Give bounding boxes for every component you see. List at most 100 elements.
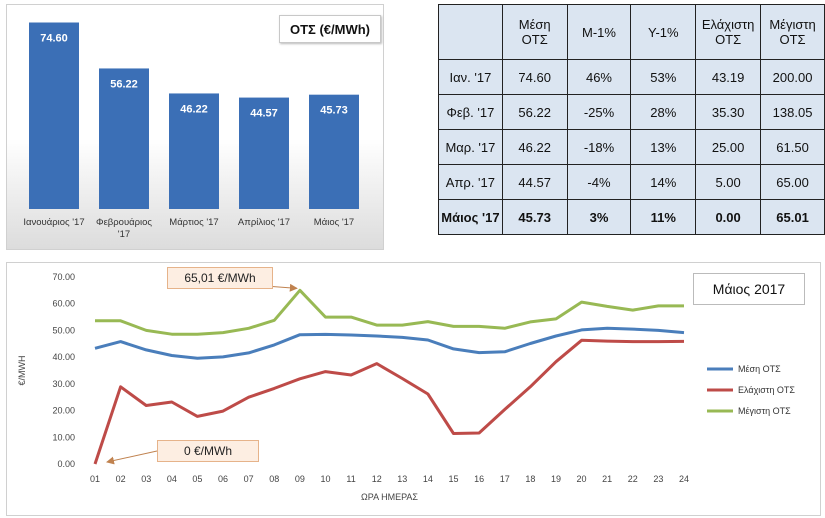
table-cell: 65.01 xyxy=(760,199,825,235)
y-tick-label: 70.00 xyxy=(52,272,75,282)
y-tick-label: 0.00 xyxy=(57,459,75,469)
bar-category-label: Φεβρουάριος '17 xyxy=(96,217,152,240)
max-price-callout: 65,01 €/MWh xyxy=(167,267,273,289)
x-tick-label: 08 xyxy=(269,474,279,484)
x-tick-label: 14 xyxy=(423,474,433,484)
y-tick-label: 60.00 xyxy=(52,299,75,309)
table-cell: 53% xyxy=(630,59,697,95)
bar-chart: 74.60 Ιανουάριος '17 56.22 Φεβρουάριος '17 46… xyxy=(23,22,359,240)
bar-chart-panel: 74.60 Ιανουάριος '17 56.22 Φεβρουάριος '17 46… xyxy=(6,4,384,250)
table-row-label: Μαρ. '17 xyxy=(438,129,503,165)
bar xyxy=(169,93,219,209)
bar xyxy=(29,22,79,209)
x-tick-label: 01 xyxy=(90,474,100,484)
x-tick-label: 24 xyxy=(679,474,689,484)
month-label: Μάιος 2017 xyxy=(693,273,805,305)
series-line-mean xyxy=(94,326,685,360)
y-tick-label: 20.00 xyxy=(52,406,75,416)
x-tick-label: 02 xyxy=(116,474,126,484)
table-header-cell: Ελάχιστη ΟΤΣ xyxy=(695,4,762,60)
bar-chart-title: ΟΤΣ (€/MWh) xyxy=(279,15,381,43)
line-chart-panel: 0.00 10.00 20.00 30.00 40.00 50.00 60.00 70.00 0… xyxy=(6,262,821,516)
table-cell: 28% xyxy=(630,94,697,130)
x-tick-label: 20 xyxy=(577,474,587,484)
bar-category-label: Μάρτιος '17 xyxy=(169,217,218,228)
x-tick-label: 18 xyxy=(525,474,535,484)
x-tick-label: 03 xyxy=(141,474,151,484)
x-tick-label: 15 xyxy=(449,474,459,484)
table-cell: 35.30 xyxy=(695,94,762,130)
stats-table: Μέση ΟΤΣ Μ-1% Υ-1% Ελάχιστη ΟΤΣ Μέγιστη ΟΤΣ Ι… xyxy=(438,4,825,235)
bar xyxy=(309,94,359,209)
x-tick-label: 19 xyxy=(551,474,561,484)
x-tick-label: 09 xyxy=(295,474,305,484)
y-tick-label: 10.00 xyxy=(52,432,75,442)
min-callout-arrow xyxy=(106,450,158,465)
table-header-cell: Μέση ΟΤΣ xyxy=(501,4,568,60)
bar xyxy=(239,97,289,209)
legend-label-mean: Μέση ΟΤΣ xyxy=(738,364,781,374)
x-tick-label: 23 xyxy=(653,474,663,484)
table-cell: 46% xyxy=(566,59,632,95)
x-tick-label: 04 xyxy=(167,474,177,484)
table-header-cell: Μέγιστη ΟΤΣ xyxy=(760,4,825,60)
x-tick-label: 21 xyxy=(602,474,612,484)
table-row-label: Φεβ. '17 xyxy=(438,94,503,130)
table-cell: 11% xyxy=(630,199,697,235)
x-tick-label: 06 xyxy=(218,474,228,484)
x-tick-label: 17 xyxy=(500,474,510,484)
bar-data-label: 74.60 xyxy=(40,33,68,45)
table-cell: 65.00 xyxy=(760,164,825,200)
x-tick-label: 16 xyxy=(474,474,484,484)
table-cell: 25.00 xyxy=(695,129,762,165)
table-cell: 74.60 xyxy=(501,59,568,95)
table-cell: 0.00 xyxy=(695,199,762,235)
y-axis-title: €/MWH xyxy=(17,356,27,386)
y-tick-label: 30.00 xyxy=(52,379,75,389)
series-line-max xyxy=(95,288,684,336)
table-row: Απρ. '17 44.57 -4% 14% 5.00 65.00 xyxy=(438,164,825,200)
table-row: Φεβ. '17 56.22 -25% 28% 35.30 138.05 xyxy=(438,94,825,130)
x-tick-label: 12 xyxy=(372,474,382,484)
table-row: Ιαν. '17 74.60 46% 53% 43.19 200.00 xyxy=(438,59,825,95)
bar-category-label: Ιανουάριος '17 xyxy=(23,217,84,228)
bar xyxy=(99,68,149,209)
table-cell: 43.19 xyxy=(695,59,762,95)
series-line-min xyxy=(93,338,685,465)
x-tick-label: 10 xyxy=(320,474,330,484)
bar-data-label: 46.22 xyxy=(180,103,208,115)
bar-category-label: Απρίλιος '17 xyxy=(238,217,290,228)
table-header-cell: Υ-1% xyxy=(630,4,697,60)
x-tick-label: 22 xyxy=(628,474,638,484)
table-header-cell: Μ-1% xyxy=(566,4,632,60)
x-tick-label: 05 xyxy=(192,474,202,484)
table-corner-cell xyxy=(438,4,503,60)
table-cell: 3% xyxy=(566,199,632,235)
table-cell: 46.22 xyxy=(501,129,568,165)
table-cell: -25% xyxy=(566,94,632,130)
table-row-label: Μάιος '17 xyxy=(438,199,503,235)
table-cell: 61.50 xyxy=(760,129,825,165)
table-cell: 200.00 xyxy=(760,59,825,95)
table-cell: 13% xyxy=(630,129,697,165)
y-tick-label: 40.00 xyxy=(52,352,75,362)
legend-label-min: Ελάχιστη ΟΤΣ xyxy=(738,385,795,395)
table-cell: -4% xyxy=(566,164,632,200)
table-cell: 56.22 xyxy=(501,94,568,130)
x-tick-label: 13 xyxy=(397,474,407,484)
x-tick-label: 07 xyxy=(244,474,254,484)
legend-label-max: Μέγιστη ΟΤΣ xyxy=(738,406,791,416)
table-row-label: Ιαν. '17 xyxy=(438,59,503,95)
table-cell: 5.00 xyxy=(695,164,762,200)
min-price-callout: 0 €/MWh xyxy=(157,440,259,462)
table-cell: 44.57 xyxy=(501,164,568,200)
table-cell: 138.05 xyxy=(760,94,825,130)
table-cell: -18% xyxy=(566,129,632,165)
bar-category-label: Μάιος '17 xyxy=(314,217,354,228)
line-chart: 0.00 10.00 20.00 30.00 40.00 50.00 60.00 70.00 0… xyxy=(17,272,795,502)
table-cell: 45.73 xyxy=(501,199,568,235)
bar-data-label: 56.22 xyxy=(110,78,138,90)
x-tick-label: 11 xyxy=(346,474,355,484)
table-row: Μάιος '17 45.73 3% 11% 0.00 65.01 xyxy=(438,199,825,235)
x-axis-title: ΩΡΑ ΗΜΕΡΑΣ xyxy=(361,492,418,502)
